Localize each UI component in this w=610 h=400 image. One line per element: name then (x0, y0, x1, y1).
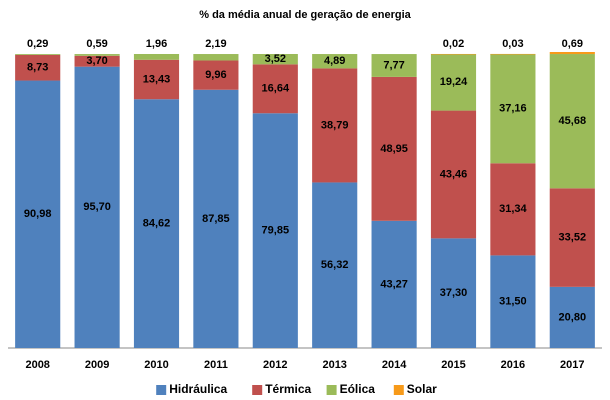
data-label: 19,24 (440, 76, 468, 88)
data-label: 95,70 (83, 201, 111, 213)
data-label: 4,89 (324, 55, 345, 67)
data-label: 0,29 (27, 38, 48, 50)
bar-segment (549, 188, 595, 287)
legend-label: Térmica (265, 382, 311, 396)
data-label: 48,95 (380, 143, 408, 155)
data-label: 9,96 (205, 69, 226, 81)
data-label: 2,19 (205, 38, 226, 50)
bar-segment (74, 66, 120, 348)
bar-segment (193, 54, 239, 61)
bar-segment (252, 113, 298, 349)
data-label: 31,34 (499, 203, 527, 215)
data-label: 84,62 (143, 218, 171, 230)
bar-segment (312, 182, 358, 348)
bar-segment (312, 54, 358, 69)
x-tick-label: 2010 (144, 359, 168, 371)
data-label: 79,85 (262, 225, 290, 237)
bar-segment (490, 54, 536, 164)
x-tick-label: 2016 (501, 359, 525, 371)
bar-segment (549, 52, 595, 55)
data-label: 87,85 (202, 213, 230, 225)
x-tick-label: 2008 (25, 359, 49, 371)
bar-segment (252, 53, 298, 65)
data-label: 7,77 (383, 59, 404, 71)
x-tick-label: 2013 (322, 359, 346, 371)
bar-segment (490, 255, 536, 348)
bar-segment (430, 110, 477, 239)
bar-segment (133, 99, 180, 348)
data-label: 16,64 (262, 83, 290, 95)
legend-swatch (156, 385, 167, 395)
data-label: 33,52 (559, 231, 587, 243)
legend-label: Hidráulica (169, 382, 227, 396)
data-label: 31,50 (499, 296, 527, 308)
bar-segment (371, 76, 417, 221)
data-label: 0,59 (86, 38, 107, 50)
data-label: 43,46 (440, 168, 468, 180)
data-label: 43,27 (380, 278, 408, 290)
data-label: 1,96 (146, 38, 167, 50)
data-label: 0,03 (502, 38, 523, 50)
bar-segment (371, 54, 417, 77)
bar-segment (312, 68, 358, 183)
bar-segment (193, 89, 239, 348)
bar-segment (74, 55, 120, 67)
legend-swatch (252, 385, 263, 395)
bar-segment (549, 54, 595, 189)
bar-segment (15, 54, 61, 55)
bar-segment (371, 220, 417, 348)
data-label: 3,52 (265, 53, 286, 65)
bar-segment (430, 238, 477, 348)
bar-segment (252, 64, 298, 114)
data-label: 0,02 (443, 38, 464, 50)
bar-segment (490, 163, 536, 256)
data-label: 37,30 (440, 287, 468, 299)
data-label: 0,69 (562, 38, 583, 50)
x-tick-label: 2012 (263, 359, 287, 371)
legend-label: Solar (407, 382, 437, 396)
bar-segment (15, 80, 61, 348)
data-label: 13,43 (143, 73, 171, 85)
bar-segment (490, 53, 536, 55)
bar-segment (430, 53, 477, 55)
data-label: 20,80 (559, 311, 587, 323)
bar-segment (74, 54, 120, 56)
x-tick-label: 2014 (382, 359, 407, 371)
data-label: 56,32 (321, 259, 349, 271)
x-tick-label: 2015 (441, 359, 465, 371)
data-label: 3,70 (86, 55, 107, 67)
chart-title: % da média anual de geração de energia (199, 9, 411, 21)
data-label: 8,73 (27, 62, 48, 74)
bar-segment (430, 54, 477, 111)
data-label: 45,68 (559, 115, 587, 127)
bar-segment (15, 54, 61, 81)
bar-segment (193, 60, 239, 90)
x-tick-label: 2011 (204, 359, 228, 371)
data-label: 38,79 (321, 119, 349, 131)
bar-segment (549, 286, 595, 348)
x-tick-label: 2009 (85, 359, 109, 371)
data-label: 90,98 (24, 208, 52, 220)
legend-swatch (393, 385, 404, 395)
bar-segment (133, 59, 180, 100)
legend-label: Eólica (340, 382, 376, 396)
legend-swatch (326, 385, 337, 395)
x-tick-label: 2017 (560, 359, 584, 371)
bar-segment (133, 53, 180, 60)
data-label: 37,16 (499, 103, 527, 115)
